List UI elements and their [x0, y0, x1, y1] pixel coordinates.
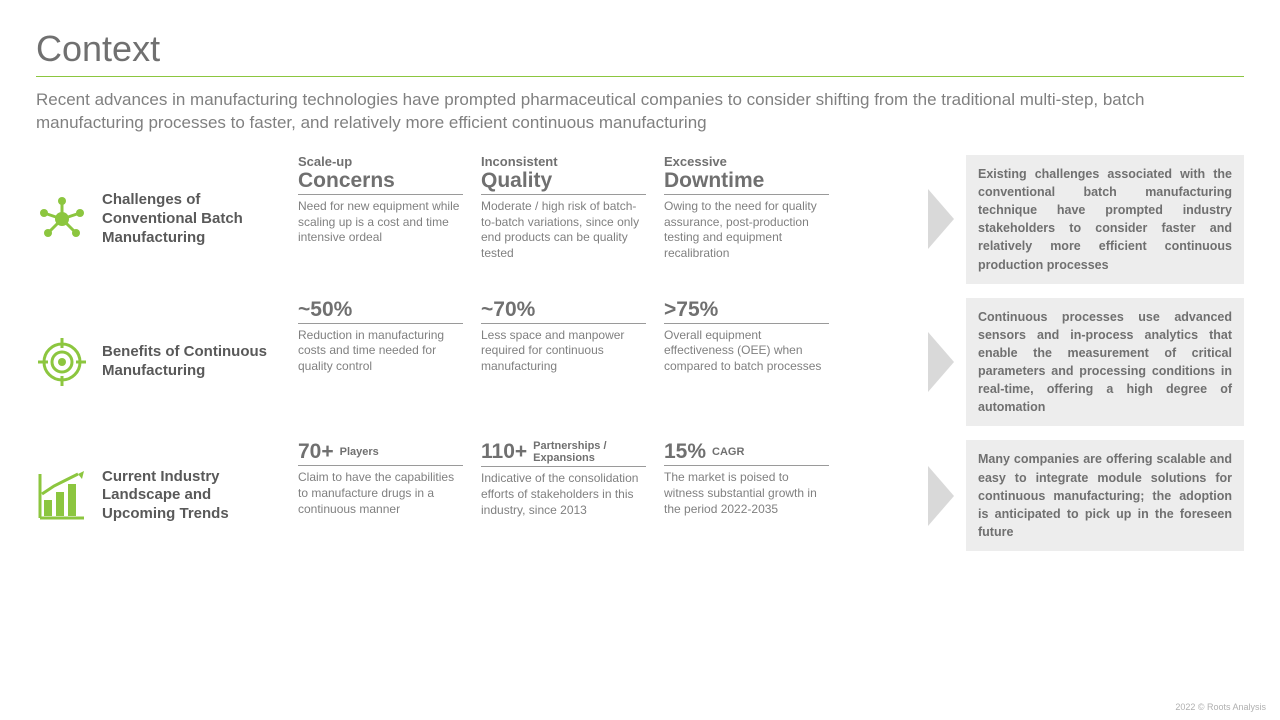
cell-body: Overall equipment effectiveness (OEE) wh…: [664, 328, 829, 375]
cell-head: Downtime: [664, 169, 829, 192]
row-title: Current Industry Landscape and Upcoming …: [102, 468, 286, 524]
row-summary: Continuous processes use advanced sensor…: [966, 298, 1244, 427]
cell-body: Moderate / high risk of batch-to-batch v…: [481, 199, 646, 261]
page-subtitle: Recent advances in manufacturing technol…: [36, 89, 1244, 135]
content-grid: Challenges of Conventional Batch Manufac…: [36, 155, 1244, 551]
cell-underline: [481, 466, 646, 467]
target-icon: [36, 336, 88, 388]
cell-suffix: Partnerships / Expansions: [533, 441, 606, 464]
cell-suffix: Players: [340, 447, 379, 459]
row-label: Benefits of Continuous Manufacturing: [36, 298, 286, 427]
cell-body: Claim to have the capabilities to manufa…: [298, 470, 463, 517]
cell-50pct: ~50% Reduction in manufacturing costs an…: [298, 298, 463, 427]
cell-body: Owing to the need for quality assurance,…: [664, 199, 829, 261]
cell-body: Less space and manpower required for con…: [481, 328, 646, 375]
cell-scaleup: Scale-up Concerns Need for new equipment…: [298, 155, 463, 284]
cell-head: 70+Players: [298, 440, 463, 463]
cell-pre: Excessive: [664, 155, 829, 169]
cell-underline: [481, 194, 646, 195]
cell-pre: Scale-up: [298, 155, 463, 169]
row-title: Challenges of Conventional Batch Manufac…: [102, 191, 286, 247]
row-label: Challenges of Conventional Batch Manufac…: [36, 155, 286, 284]
cell-partnerships: 110+Partnerships / Expansions Indicative…: [481, 440, 646, 551]
cell-head: Quality: [481, 169, 646, 192]
row-summary: Many companies are offering scalable and…: [966, 440, 1244, 551]
cell-downtime: Excessive Downtime Owing to the need for…: [664, 155, 829, 284]
row-title: Benefits of Continuous Manufacturing: [102, 343, 286, 381]
cell-underline: [664, 194, 829, 195]
cell-cagr: 15%CAGR The market is poised to witness …: [664, 440, 829, 551]
cell-underline: [664, 465, 829, 466]
arrow: [928, 298, 954, 427]
cell-head: ~70%: [481, 298, 646, 321]
page-title: Context: [36, 28, 1244, 70]
row-label: Current Industry Landscape and Upcoming …: [36, 440, 286, 551]
cell-quality: Inconsistent Quality Moderate / high ris…: [481, 155, 646, 284]
cell-70pct: ~70% Less space and manpower required fo…: [481, 298, 646, 427]
cell-head: 15%CAGR: [664, 440, 829, 463]
cell-suffix: CAGR: [712, 447, 744, 459]
cell-underline: [298, 194, 463, 195]
title-divider: [36, 76, 1244, 77]
cell-head: ~50%: [298, 298, 463, 321]
row-benefits: Benefits of Continuous Manufacturing ~50…: [36, 298, 1244, 427]
cell-head: 110+Partnerships / Expansions: [481, 440, 646, 464]
cell-underline: [481, 323, 646, 324]
cell-underline: [298, 465, 463, 466]
cell-head: >75%: [664, 298, 829, 321]
cell-body: Reduction in manufacturing costs and tim…: [298, 328, 463, 375]
cell-head: Concerns: [298, 169, 463, 192]
cell-underline: [664, 323, 829, 324]
footer-copyright: 2022 © Roots Analysis: [1175, 702, 1266, 712]
row-summary: Existing challenges associated with the …: [966, 155, 1244, 284]
cell-underline: [298, 323, 463, 324]
cell-pre: Inconsistent: [481, 155, 646, 169]
arrow: [928, 440, 954, 551]
cell-body: The market is poised to witness substant…: [664, 470, 829, 517]
chart-icon: [36, 470, 88, 522]
molecule-icon: [36, 193, 88, 245]
row-landscape: Current Industry Landscape and Upcoming …: [36, 440, 1244, 551]
row-challenges: Challenges of Conventional Batch Manufac…: [36, 155, 1244, 284]
cell-body: Indicative of the consolidation efforts …: [481, 471, 646, 518]
cell-75pct: >75% Overall equipment effectiveness (OE…: [664, 298, 829, 427]
cell-body: Need for new equipment while scaling up …: [298, 199, 463, 246]
cell-players: 70+Players Claim to have the capabilitie…: [298, 440, 463, 551]
arrow: [928, 155, 954, 284]
